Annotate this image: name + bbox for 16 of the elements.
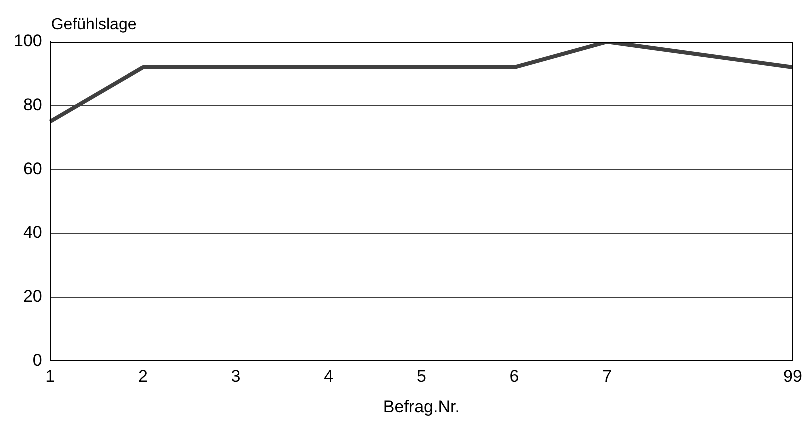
y-axis-title: Gefühlslage xyxy=(51,16,137,34)
x-tick-label: 7 xyxy=(602,367,612,386)
x-tick-label: 1 xyxy=(46,367,56,386)
y-tick-label: 40 xyxy=(23,223,42,242)
x-axis-title: Befrag.Nr. xyxy=(383,397,460,416)
x-tick-label: 2 xyxy=(138,367,148,386)
y-tick-label: 80 xyxy=(23,96,42,115)
y-tick-label: 60 xyxy=(23,159,42,178)
y-tick-label: 100 xyxy=(14,32,42,51)
x-tick-label: 5 xyxy=(416,367,426,386)
x-tick-label: 4 xyxy=(324,367,334,386)
x-tick-label: 6 xyxy=(510,367,520,386)
x-tick-label: 99 xyxy=(784,367,802,386)
y-tick-label: 20 xyxy=(23,287,42,306)
y-tick-label: 0 xyxy=(32,350,42,370)
x-tick-label: 3 xyxy=(231,367,241,386)
